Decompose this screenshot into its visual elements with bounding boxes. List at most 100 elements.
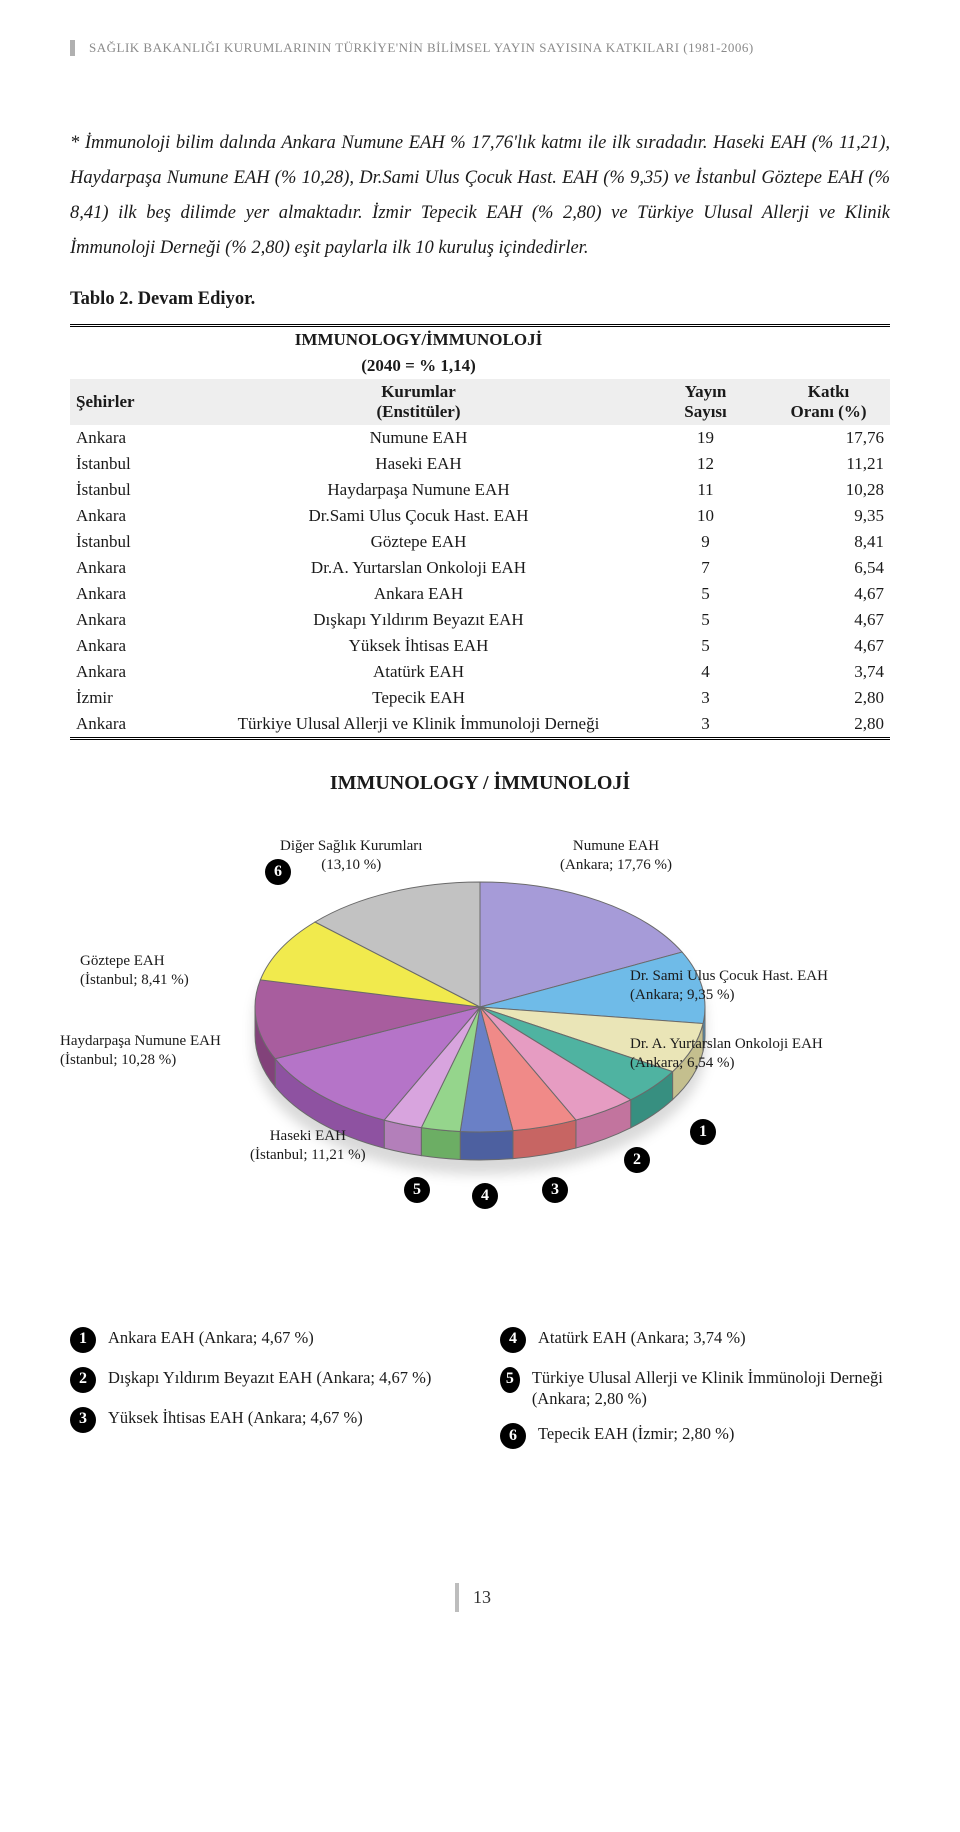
page-header: SAĞLIK BAKANLIĞI KURUMLARININ TÜRKİYE'Nİ… (70, 40, 890, 56)
legend-col-right: 4 Atatürk EAH (Ankara; 3,74 %) 5 Türkiye Ul… (500, 1327, 890, 1464)
legend-text: Ankara EAH (Ankara; 4,67 %) (108, 1327, 314, 1348)
cell-count: 4 (644, 659, 767, 685)
cell-count: 5 (644, 633, 767, 659)
legend-badge: 3 (70, 1407, 96, 1433)
legend-badge: 6 (500, 1423, 526, 1449)
pie-label: Dr. A. Yurtarslan Onkoloji EAH(Ankara; 6… (630, 1035, 823, 1073)
col-inst: Kurumlar (Enstitüler) (193, 379, 644, 425)
table-row: İstanbulGöztepe EAH98,41 (70, 529, 890, 555)
legend-badge: 2 (70, 1367, 96, 1393)
pie-badge: 4 (472, 1183, 498, 1209)
table-row: AnkaraDr.A. Yurtarslan Onkoloji EAH76,54 (70, 555, 890, 581)
cell-city: Ankara (70, 581, 193, 607)
legend-badge: 1 (70, 1327, 96, 1353)
legend-row: 2 Dışkapı Yıldırım Beyazıt EAH (Ankara; 4… (70, 1367, 460, 1393)
legend-row: 5 Türkiye Ulusal Allerji ve Klinik İmmüno… (500, 1367, 890, 1410)
cell-count: 12 (644, 451, 767, 477)
legend-row: 1 Ankara EAH (Ankara; 4,67 %) (70, 1327, 460, 1353)
cell-city: İstanbul (70, 529, 193, 555)
legend-row: 4 Atatürk EAH (Ankara; 3,74 %) (500, 1327, 890, 1353)
cell-share: 4,67 (767, 633, 890, 659)
cell-count: 7 (644, 555, 767, 581)
cell-share: 2,80 (767, 685, 890, 711)
cell-inst: Tepecik EAH (193, 685, 644, 711)
cell-share: 8,41 (767, 529, 890, 555)
paragraph-text: * İmmunoloji bilim dalında Ankara Numune… (70, 133, 890, 258)
cell-share: 3,74 (767, 659, 890, 685)
legend-badge: 4 (500, 1327, 526, 1353)
immunology-table: IMMUNOLOGY/İMMUNOLOJİ (2040 = % 1,14) Şe… (70, 324, 890, 740)
cell-inst: Dışkapı Yıldırım Beyazıt EAH (193, 607, 644, 633)
table-row: İstanbulHaseki EAH1211,21 (70, 451, 890, 477)
legend-text: Atatürk EAH (Ankara; 3,74 %) (538, 1327, 746, 1348)
cell-inst: Türkiye Ulusal Allerji ve Klinik İmmunol… (193, 711, 644, 739)
cell-city: İzmir (70, 685, 193, 711)
cell-share: 6,54 (767, 555, 890, 581)
header-title: SAĞLIK BAKANLIĞI KURUMLARININ TÜRKİYE'Nİ… (89, 40, 890, 56)
cell-share: 2,80 (767, 711, 890, 739)
table-row: İstanbulHaydarpaşa Numune EAH1110,28 (70, 477, 890, 503)
col-city: Şehirler (70, 379, 193, 425)
legend-badge: 5 (500, 1367, 520, 1393)
body-paragraph: * İmmunoloji bilim dalında Ankara Numune… (70, 126, 890, 267)
cell-share: 11,21 (767, 451, 890, 477)
pie-label: Haydarpaşa Numune EAH(İstanbul; 10,28 %) (60, 1032, 221, 1070)
legend-col-left: 1 Ankara EAH (Ankara; 4,67 %) 2 Dışkapı Yıl… (70, 1327, 460, 1464)
cell-city: Ankara (70, 555, 193, 581)
cell-inst: Numune EAH (193, 425, 644, 451)
pie-label: Haseki EAH(İstanbul; 11,21 %) (250, 1127, 366, 1165)
cell-inst: Haseki EAH (193, 451, 644, 477)
table-row: AnkaraDr.Sami Ulus Çocuk Hast. EAH109,35 (70, 503, 890, 529)
legend-text: Türkiye Ulusal Allerji ve Klinik İmmünol… (532, 1367, 890, 1410)
page-number: 13 (455, 1583, 505, 1612)
cell-inst: Atatürk EAH (193, 659, 644, 685)
cell-city: İstanbul (70, 451, 193, 477)
cell-inst: Yüksek İhtisas EAH (193, 633, 644, 659)
cell-share: 10,28 (767, 477, 890, 503)
table-row: AnkaraNumune EAH1917,76 (70, 425, 890, 451)
cell-count: 5 (644, 581, 767, 607)
pie-label: Göztepe EAH(İstanbul; 8,41 %) (80, 952, 189, 990)
legend-text: Dışkapı Yıldırım Beyazıt EAH (Ankara; 4,… (108, 1367, 431, 1388)
table-group-title: IMMUNOLOGY/İMMUNOLOJİ (193, 325, 644, 353)
pie-badge: 2 (624, 1147, 650, 1173)
cell-share: 4,67 (767, 607, 890, 633)
cell-city: Ankara (70, 633, 193, 659)
cell-city: Ankara (70, 607, 193, 633)
cell-inst: Dr.A. Yurtarslan Onkoloji EAH (193, 555, 644, 581)
legend-text: Tepecik EAH (İzmir; 2,80 %) (538, 1423, 734, 1444)
cell-count: 10 (644, 503, 767, 529)
cell-inst: Haydarpaşa Numune EAH (193, 477, 644, 503)
chart-title: IMMUNOLOGY / İMMUNOLOJİ (70, 772, 890, 795)
pie-label: Dr. Sami Ulus Çocuk Hast. EAH(Ankara; 9,… (630, 967, 828, 1005)
table-row: AnkaraDışkapı Yıldırım Beyazıt EAH54,67 (70, 607, 890, 633)
cell-city: Ankara (70, 425, 193, 451)
cell-inst: Ankara EAH (193, 581, 644, 607)
page-number-wrap: 13 (70, 1583, 890, 1612)
legend-text: Yüksek İhtisas EAH (Ankara; 4,67 %) (108, 1407, 363, 1428)
col-share: Katkı Oranı (%) (767, 379, 890, 425)
cell-count: 19 (644, 425, 767, 451)
table-row: AnkaraTürkiye Ulusal Allerji ve Klinik İ… (70, 711, 890, 739)
cell-city: Ankara (70, 659, 193, 685)
pie-badge: 6 (265, 859, 291, 885)
cell-city: Ankara (70, 711, 193, 739)
pie-label: Diğer Sağlık Kurumları(13,10 %) (280, 837, 422, 875)
legend-row: 3 Yüksek İhtisas EAH (Ankara; 4,67 %) (70, 1407, 460, 1433)
legend: 1 Ankara EAH (Ankara; 4,67 %) 2 Dışkapı Yıl… (70, 1327, 890, 1464)
cell-count: 5 (644, 607, 767, 633)
table-row: İzmirTepecik EAH32,80 (70, 685, 890, 711)
table-row: AnkaraAnkara EAH54,67 (70, 581, 890, 607)
pie-badge: 3 (542, 1177, 568, 1203)
pie-badge: 5 (404, 1177, 430, 1203)
col-count: Yayın Sayısı (644, 379, 767, 425)
cell-share: 4,67 (767, 581, 890, 607)
cell-count: 3 (644, 685, 767, 711)
table-row: AnkaraYüksek İhtisas EAH54,67 (70, 633, 890, 659)
group-title-line: IMMUNOLOGY/İMMUNOLOJİ (199, 330, 638, 350)
pie-chart: Diğer Sağlık Kurumları(13,10 %) Numune EA… (70, 807, 890, 1287)
cell-count: 3 (644, 711, 767, 739)
cell-city: Ankara (70, 503, 193, 529)
table-row: AnkaraAtatürk EAH43,74 (70, 659, 890, 685)
pie-label: Numune EAH(Ankara; 17,76 %) (560, 837, 672, 875)
